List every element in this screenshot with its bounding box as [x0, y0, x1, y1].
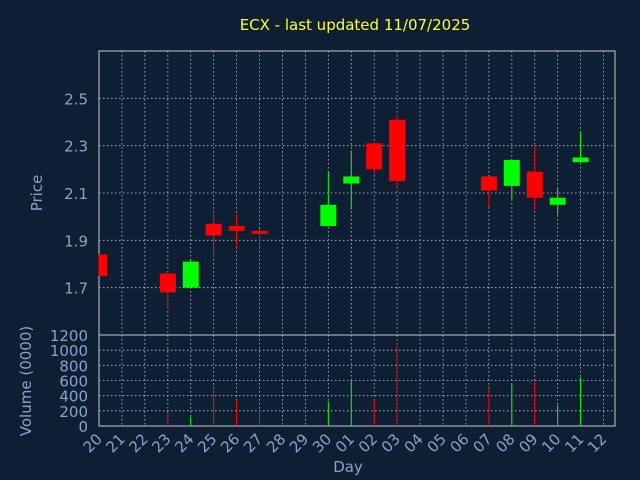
- candle-body: [228, 226, 245, 231]
- candles-group: [98, 114, 589, 309]
- volume-tick-label: 200: [59, 403, 88, 421]
- price-tick-label: 2.3: [64, 138, 88, 156]
- volume-tick-label: 1000: [50, 342, 88, 360]
- candle-body: [205, 223, 222, 236]
- price-tick-label: 2.5: [64, 90, 88, 108]
- volume-tick-label: 800: [59, 357, 88, 375]
- candle-body: [99, 254, 107, 276]
- price-y-ticks: 1.7 1.9 2.1 2.3 2.5: [64, 90, 88, 297]
- chart-title: ECX - last updated 11/07/2025: [240, 16, 471, 34]
- x-tick-label: 12: [584, 430, 610, 456]
- candle-body: [320, 204, 337, 227]
- price-tick-label: 1.7: [64, 280, 88, 298]
- candle-body: [526, 171, 543, 198]
- volume-axis-label: Volume (0000): [17, 326, 35, 436]
- x-ticks: 2021222324252627282930010203040506070809…: [80, 430, 611, 456]
- candle-body: [389, 119, 406, 182]
- volume-tick-label: 400: [59, 388, 88, 406]
- price-tick-label: 2.1: [64, 185, 88, 203]
- candle-body: [159, 273, 176, 293]
- price-tick-label: 1.9: [64, 232, 88, 250]
- volume-tick-label: 1200: [50, 327, 88, 345]
- candle-body: [251, 230, 268, 234]
- volume-bars-group: [167, 342, 582, 426]
- candle-body: [549, 197, 566, 205]
- volume-tick-label: 600: [59, 373, 88, 391]
- candle-body: [503, 159, 520, 186]
- candle-body: [343, 176, 360, 184]
- price-axis-label: Price: [28, 175, 46, 212]
- candle-body: [366, 143, 383, 170]
- x-axis-label: Day: [333, 458, 363, 476]
- candle-body: [480, 176, 497, 191]
- volume-tick-label: 0: [78, 418, 88, 436]
- candle-body: [572, 157, 589, 163]
- candle-body: [182, 261, 199, 288]
- volume-panel: [98, 334, 616, 427]
